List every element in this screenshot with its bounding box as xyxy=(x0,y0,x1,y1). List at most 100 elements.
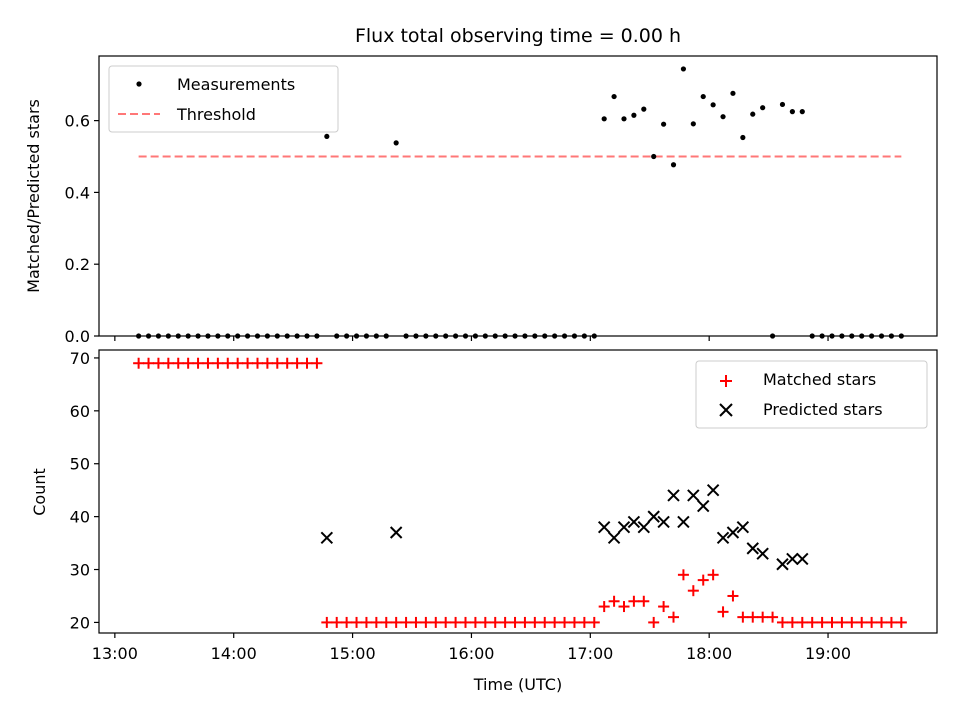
predicted-star-point xyxy=(687,489,700,502)
measurement-point xyxy=(324,133,330,140)
matched-star-point xyxy=(618,601,630,613)
matched-star-point xyxy=(232,357,244,369)
top-y-tick-label: 0.6 xyxy=(65,112,90,131)
matched-star-point xyxy=(311,357,323,369)
x-tick-label: 14:00 xyxy=(211,644,257,663)
matched-star-point xyxy=(489,616,501,628)
matched-star-point xyxy=(133,357,145,369)
matched-star-point xyxy=(420,616,432,628)
matched-star-point xyxy=(370,616,382,628)
legend-measurements-label: Measurements xyxy=(177,75,295,94)
bottom-axes-frame xyxy=(98,349,938,634)
legend-predicted-label: Predicted stars xyxy=(763,400,883,419)
x-axis-label: Time (UTC) xyxy=(473,675,562,694)
matched-star-point xyxy=(757,611,769,623)
matched-star-point xyxy=(658,601,670,613)
top-marks xyxy=(136,66,904,339)
measurement-point xyxy=(601,116,607,122)
matched-star-point xyxy=(509,616,521,628)
x-tick-label: 18:00 xyxy=(686,644,732,663)
matched-star-point xyxy=(638,595,650,607)
measurement-point xyxy=(670,162,677,168)
predicted-star-point xyxy=(667,489,680,502)
matched-star-point xyxy=(172,357,184,369)
matched-star-point xyxy=(242,357,254,369)
matched-star-point xyxy=(440,616,452,628)
matched-star-point xyxy=(261,357,273,369)
matched-star-point xyxy=(301,357,313,369)
matched-star-point xyxy=(737,611,749,623)
matched-star-point xyxy=(539,616,551,628)
legend-matched-marker xyxy=(720,375,732,387)
measurement-point xyxy=(750,111,756,117)
top-y-tick-label: 0.2 xyxy=(65,255,90,274)
matched-star-point xyxy=(341,616,353,628)
matched-star-point xyxy=(450,616,462,628)
matched-star-point xyxy=(460,616,472,628)
predicted-star-point xyxy=(657,515,670,529)
top-y-axis-label: Matched/Predicted stars xyxy=(24,99,43,293)
predicted-star-point xyxy=(637,520,651,534)
matched-star-point xyxy=(697,574,709,586)
predicted-star-point xyxy=(617,520,631,534)
bottom-y-tick-label: 40 xyxy=(70,508,90,527)
matched-star-point xyxy=(648,616,660,628)
measurement-point xyxy=(393,140,399,146)
top-chart-title: Flux total observing time = 0.00 h xyxy=(355,25,681,47)
matched-star-point xyxy=(816,616,828,628)
matched-star-point xyxy=(410,616,422,628)
predicted-star-point xyxy=(776,558,789,571)
measurement-point xyxy=(611,93,617,100)
predicted-star-point xyxy=(756,547,769,560)
measurement-point xyxy=(789,109,795,115)
matched-star-point xyxy=(281,357,293,369)
matched-star-point xyxy=(519,616,531,628)
matched-star-point xyxy=(380,616,392,628)
top-legend: Measurements Threshold xyxy=(108,65,339,133)
matched-star-point xyxy=(479,616,491,628)
predicted-star-point xyxy=(389,526,403,539)
matched-star-point xyxy=(866,616,878,628)
top-legend-box xyxy=(108,65,339,133)
matched-star-point xyxy=(608,595,620,607)
matched-star-point xyxy=(222,357,234,369)
bottom-y-tick-label: 50 xyxy=(70,455,90,474)
matched-star-point xyxy=(856,616,868,628)
x-tick-label: 17:00 xyxy=(567,644,613,663)
matched-star-point xyxy=(895,616,907,628)
matched-star-point xyxy=(321,616,333,628)
bottom-y-ticks: 20 30 40 50 60 70 xyxy=(70,349,99,632)
measurement-point xyxy=(700,93,706,100)
predicted-star-point xyxy=(597,520,611,534)
bottom-legend: Matched stars Predicted stars xyxy=(695,360,928,429)
bottom-y-tick-label: 30 xyxy=(70,561,90,580)
predicted-star-point xyxy=(677,515,690,529)
matched-star-point xyxy=(786,616,798,628)
matched-star-point xyxy=(390,616,402,628)
matched-star-point xyxy=(469,616,481,628)
measurement-point xyxy=(641,106,647,112)
predicted-star-point xyxy=(706,483,720,497)
matched-star-point xyxy=(351,616,363,628)
matched-star-point xyxy=(192,357,204,369)
matched-star-point xyxy=(212,357,224,369)
predicted-star-point xyxy=(746,542,759,555)
predicted-star-point xyxy=(786,552,799,566)
matched-star-point xyxy=(776,616,788,628)
predicted-star-point xyxy=(607,531,621,544)
matched-star-point xyxy=(668,611,680,623)
predicted-star-point xyxy=(647,510,660,523)
matched-star-point xyxy=(836,616,848,628)
measurement-point xyxy=(799,109,805,115)
matched-star-point xyxy=(271,357,283,369)
matched-star-point xyxy=(559,616,571,628)
predicted-star-point xyxy=(697,499,710,513)
x-tick-label: 19:00 xyxy=(805,644,851,663)
bottom-marks xyxy=(133,357,907,628)
matched-star-point xyxy=(162,357,174,369)
matched-star-point xyxy=(251,357,263,369)
matched-star-point xyxy=(529,616,541,628)
matched-star-point xyxy=(202,357,214,369)
measurement-point xyxy=(779,101,786,108)
